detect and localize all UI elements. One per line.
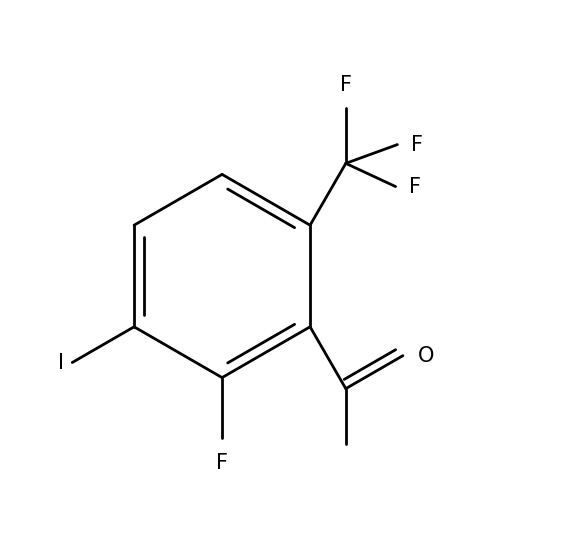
Text: F: F — [216, 453, 228, 474]
Text: F: F — [411, 135, 423, 155]
Text: I: I — [58, 353, 64, 373]
Text: O: O — [418, 346, 435, 365]
Text: F: F — [340, 75, 352, 95]
Text: F: F — [410, 177, 421, 197]
